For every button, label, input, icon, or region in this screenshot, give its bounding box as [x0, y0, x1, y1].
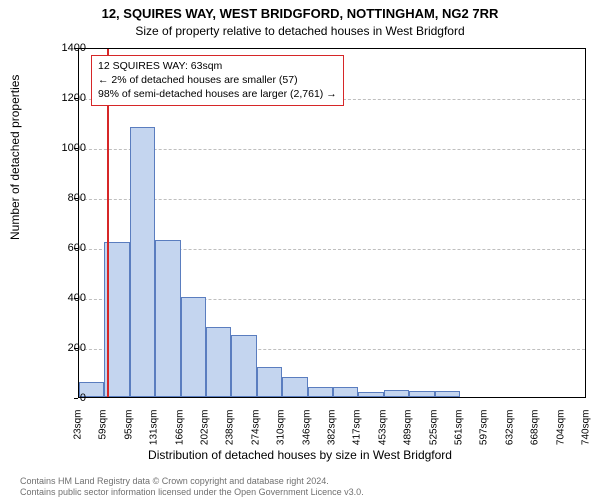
histogram-bar	[155, 240, 180, 398]
histogram-bar	[231, 335, 256, 398]
chart-title: 12, SQUIRES WAY, WEST BRIDGFORD, NOTTING…	[0, 6, 600, 21]
histogram-bar	[435, 391, 460, 397]
y-tick-mark	[74, 348, 78, 349]
histogram-bar	[333, 387, 358, 397]
y-tick-label: 600	[36, 242, 86, 254]
y-tick-mark	[74, 298, 78, 299]
y-tick-label: 400	[36, 292, 86, 304]
y-tick-label: 800	[36, 192, 86, 204]
histogram-bar	[130, 127, 155, 397]
plot-area: 12 SQUIRES WAY: 63sqm ← 2% of detached h…	[78, 48, 586, 398]
y-tick-mark	[74, 148, 78, 149]
y-tick-mark	[74, 98, 78, 99]
y-tick-label: 1200	[36, 92, 86, 104]
y-tick-mark	[74, 198, 78, 199]
y-tick-label: 200	[36, 342, 86, 354]
y-axis-label: Number of detached properties	[8, 75, 22, 240]
y-tick-mark	[74, 398, 78, 399]
footer-line-2: Contains public sector information licen…	[20, 487, 580, 498]
annotation-line-2: ← 2% of detached houses are smaller (57)	[98, 73, 337, 87]
annotation-line-3: 98% of semi-detached houses are larger (…	[98, 87, 337, 101]
y-tick-label: 0	[36, 392, 86, 404]
footer-line-1: Contains HM Land Registry data © Crown c…	[20, 476, 580, 487]
x-axis-label: Distribution of detached houses by size …	[0, 448, 600, 462]
footer: Contains HM Land Registry data © Crown c…	[20, 476, 580, 499]
histogram-bar	[308, 387, 333, 397]
histogram-bar	[384, 390, 409, 398]
chart-container: 12, SQUIRES WAY, WEST BRIDGFORD, NOTTING…	[0, 0, 600, 500]
histogram-bar	[206, 327, 231, 397]
y-tick-mark	[74, 48, 78, 49]
histogram-bar	[409, 391, 434, 397]
histogram-bar	[358, 392, 383, 397]
y-tick-label: 1400	[36, 42, 86, 54]
histogram-bar	[181, 297, 206, 397]
histogram-bar	[282, 377, 307, 397]
annotation-box: 12 SQUIRES WAY: 63sqm ← 2% of detached h…	[91, 55, 344, 106]
chart-subtitle: Size of property relative to detached ho…	[0, 24, 600, 38]
y-tick-label: 1000	[36, 142, 86, 154]
annotation-line-1: 12 SQUIRES WAY: 63sqm	[98, 59, 337, 73]
y-tick-mark	[74, 248, 78, 249]
histogram-bar	[257, 367, 282, 397]
